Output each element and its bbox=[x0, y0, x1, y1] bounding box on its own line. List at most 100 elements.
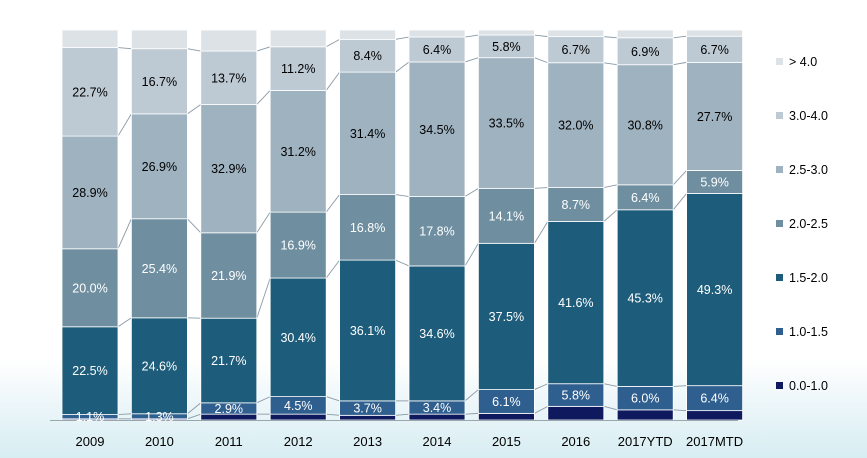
bar-segment-2017mtd-1-5-2-0 bbox=[686, 193, 743, 387]
data-label-2015-2-5-3-0: 33.5% bbox=[489, 117, 524, 131]
data-label-2012-2-0-2-5: 16.9% bbox=[280, 239, 315, 253]
connector-line bbox=[673, 35, 687, 39]
connector-line bbox=[187, 104, 202, 115]
connector-line bbox=[603, 405, 618, 411]
connector-line bbox=[325, 71, 340, 91]
legend-label: 3.0-4.0 bbox=[789, 109, 828, 123]
legend-swatch bbox=[776, 58, 783, 65]
x-tick-label: 2017MTD bbox=[686, 434, 743, 449]
data-label-2012-1-0-1-5: 4.5% bbox=[284, 399, 313, 413]
bar-segment-2013-2-0-2-5 bbox=[339, 194, 397, 261]
bar-segment-2017mtd-2-5-3-0 bbox=[686, 61, 743, 171]
bar-segment-2011-4-0 bbox=[200, 29, 258, 52]
data-label-2017mtd-1-5-2-0: 49.3% bbox=[697, 283, 732, 297]
bar-segment-2017ytd-0-0-1-0 bbox=[616, 409, 674, 421]
data-label-2017ytd-3-0-4-0: 6.9% bbox=[631, 45, 660, 59]
legend-swatch bbox=[776, 220, 783, 227]
data-label-2014-2-5-3-0: 34.5% bbox=[419, 123, 454, 137]
data-label-2017ytd-2-0-2-5: 6.4% bbox=[631, 191, 660, 205]
connector-line bbox=[672, 170, 687, 186]
bar-segment-2016-3-0-4-0 bbox=[547, 36, 605, 64]
data-label-2014-1-0-1-5: 3.4% bbox=[423, 401, 452, 415]
data-label-2017mtd-2-5-3-0: 27.7% bbox=[697, 110, 732, 124]
connector-line bbox=[603, 383, 618, 387]
x-tick-label: 2014 bbox=[423, 434, 452, 449]
bar-segment-2017mtd-1-0-1-5 bbox=[686, 385, 743, 412]
connector-lines bbox=[117, 34, 687, 420]
bar-segment-2016-2-5-3-0 bbox=[547, 62, 605, 188]
connector-line bbox=[603, 62, 618, 66]
legend-swatch bbox=[776, 382, 783, 389]
connector-line bbox=[673, 385, 687, 387]
legend-item-1-0-1-5: 1.0-1.5 bbox=[776, 325, 828, 339]
data-label-2016-2-5-3-0: 32.0% bbox=[558, 119, 593, 133]
data-label-2015-1-0-1-5: 6.1% bbox=[492, 395, 521, 409]
data-label-2011-1-0-1-5: 2.9% bbox=[215, 402, 244, 416]
data-label-2011-2-0-2-5: 21.9% bbox=[211, 269, 246, 283]
connector-line bbox=[603, 184, 618, 189]
connector-line bbox=[117, 47, 132, 50]
connector-line bbox=[464, 34, 479, 38]
x-tick-label: 2016 bbox=[561, 434, 590, 449]
connector-line bbox=[256, 277, 271, 319]
bar-segment-2013-4-0 bbox=[339, 29, 397, 40]
x-tick-label: 2009 bbox=[76, 434, 105, 449]
bar-segment-2016-2-0-2-5 bbox=[547, 187, 605, 222]
data-label-2011-2-5-3-0: 32.9% bbox=[211, 162, 246, 176]
bar-segment-2016-4-0 bbox=[547, 29, 605, 38]
legend-item-2-5-3-0: 2.5-3.0 bbox=[776, 163, 828, 177]
bar-segment-2016-1-5-2-0 bbox=[547, 221, 605, 385]
connector-line bbox=[187, 413, 201, 420]
bar-segment-2013-0-0-1-0 bbox=[339, 414, 397, 421]
bar-segment-2011-2-0-2-5 bbox=[200, 232, 258, 319]
connector-line bbox=[534, 405, 549, 414]
connector-line bbox=[117, 413, 132, 415]
connector-line bbox=[117, 317, 132, 328]
connector-line bbox=[187, 218, 202, 234]
connector-line bbox=[187, 402, 202, 415]
legend-label: 0.0-1.0 bbox=[789, 379, 828, 393]
x-tick-label: 2017YTD bbox=[618, 434, 673, 449]
bar-segment-2016-0-0-1-0 bbox=[547, 405, 605, 421]
data-label-2010-1-0-1-5: 1.3% bbox=[145, 410, 174, 424]
bar-segment-2012-1-5-2-0 bbox=[269, 277, 327, 398]
legend-label: 1.0-1.5 bbox=[789, 325, 828, 339]
legend-item-2-0-2-5: 2.0-2.5 bbox=[776, 217, 828, 231]
data-label-2014-1-5-2-0: 34.6% bbox=[419, 327, 454, 341]
connector-line bbox=[326, 413, 340, 416]
connector-line bbox=[603, 209, 618, 222]
data-label-2017ytd-2-5-3-0: 30.8% bbox=[627, 118, 662, 132]
bar-segment-2012-4-0 bbox=[269, 29, 327, 48]
data-label-2015-3-0-4-0: 5.8% bbox=[492, 40, 521, 54]
data-label-2012-1-5-2-0: 30.4% bbox=[280, 331, 315, 345]
data-label-2010-3-0-4-0: 16.7% bbox=[142, 75, 177, 89]
data-label-2009-1-0-1-5: 1.1% bbox=[76, 410, 105, 424]
bar-segment-2017mtd-0-0-1-0 bbox=[686, 410, 743, 421]
connector-line bbox=[395, 259, 410, 267]
connector-line bbox=[534, 221, 549, 244]
connector-line bbox=[117, 113, 132, 137]
legend: > 4.0 3.0-4.0 2.5-3.0 2.0-2.5 1.5-2.0 1.0-1.5… bbox=[776, 55, 828, 393]
connector-line bbox=[534, 187, 548, 189]
bar-segment-2012-3-0-4-0 bbox=[269, 46, 327, 91]
data-label-2015-2-0-2-5: 14.1% bbox=[489, 209, 524, 223]
bar-segment-2009-1-5-2-0 bbox=[61, 326, 119, 415]
bar-segment-2015-1-5-2-0 bbox=[477, 242, 535, 390]
bar-segment-2013-3-0-4-0 bbox=[339, 38, 397, 73]
data-label-2016-1-0-1-5: 5.8% bbox=[562, 389, 591, 403]
connector-line bbox=[673, 61, 687, 66]
data-label-2009-2-0-2-5: 20.0% bbox=[72, 281, 107, 295]
legend-label: 2.0-2.5 bbox=[789, 217, 828, 231]
connector-line bbox=[534, 57, 548, 64]
data-label-2009-3-0-4-0: 22.7% bbox=[72, 85, 107, 99]
legend-item-1-5-2-0: 1.5-2.0 bbox=[776, 271, 828, 285]
x-tick-label: 2010 bbox=[145, 434, 174, 449]
data-label-2015-1-5-2-0: 37.5% bbox=[489, 310, 524, 324]
legend-label: 1.5-2.0 bbox=[789, 271, 828, 285]
connector-line bbox=[187, 48, 201, 52]
data-label-2009-1-5-2-0: 22.5% bbox=[72, 364, 107, 378]
bar-segment-2015-2-0-2-5 bbox=[477, 187, 535, 244]
legend-swatch bbox=[776, 112, 783, 119]
bar-segment-2009-4-0 bbox=[61, 29, 119, 48]
data-label-2011-3-0-4-0: 13.7% bbox=[211, 71, 246, 85]
